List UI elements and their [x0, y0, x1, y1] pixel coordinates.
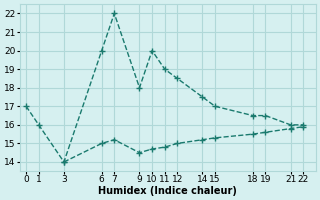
X-axis label: Humidex (Indice chaleur): Humidex (Indice chaleur): [98, 186, 237, 196]
